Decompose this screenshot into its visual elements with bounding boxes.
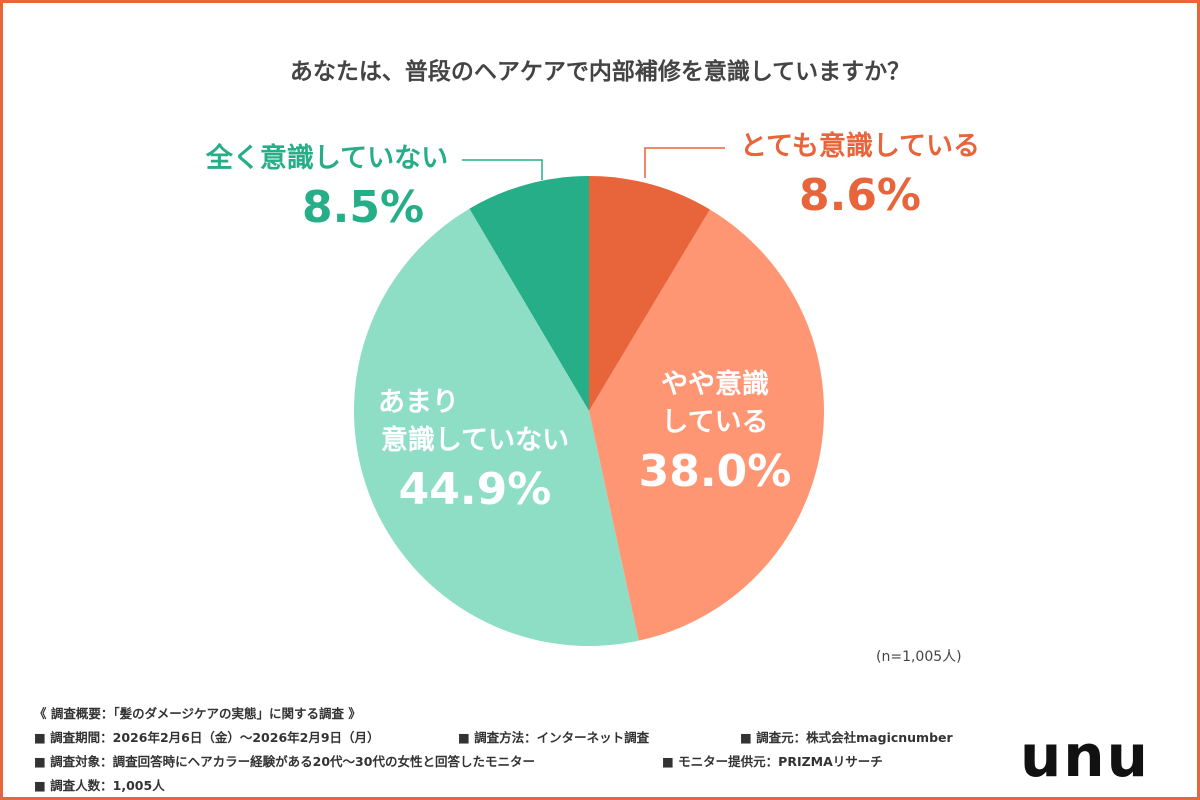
- slice-value: 8.5%: [302, 182, 425, 233]
- label-somewhat-conscious: やや意識 している 38.0%: [630, 366, 800, 502]
- leader-line-very-conscious: [644, 147, 725, 178]
- pie-slice-2: [354, 208, 639, 646]
- slice-label: とても意識している: [739, 131, 981, 162]
- label-very-conscious: とても意識している 8.6%: [730, 128, 990, 226]
- summary-heading: 《 調査概要：「髪のダメージケアの実態」に関する調査 》: [34, 706, 361, 721]
- slice-value: 38.0%: [638, 446, 792, 497]
- chart-title: あなたは、普段のヘアケアで内部補修を意識していますか？: [289, 59, 911, 85]
- sample-size-note: (n=1,005人): [876, 649, 962, 665]
- unu-logo: unu: [1020, 722, 1150, 790]
- slice-label: やや意識: [661, 369, 769, 400]
- slice-label: あまり: [378, 387, 459, 418]
- pie-slice-0: [589, 176, 710, 411]
- survey-source: ■ 調査元：株式会社magicnumber: [740, 730, 953, 745]
- survey-summary: 《 調査概要：「髪のダメージケアの実態」に関する調査 》 ■ 調査期間：2026…: [34, 702, 953, 798]
- label-not-very: あまり 意識していない 44.9%: [360, 384, 590, 520]
- leader-line-not-at-all: [462, 159, 543, 180]
- slice-value: 44.9%: [398, 464, 552, 515]
- survey-provider: ■ モニター提供元：PRIZMAリサーチ: [662, 754, 883, 769]
- slice-value: 8.6%: [798, 170, 922, 221]
- survey-count: ■ 調査人数：1,005人: [34, 778, 165, 793]
- survey-period: ■ 調査期間：2026年2月6日（金）～2026年2月9日（月）: [34, 730, 380, 745]
- slice-label: 意識していない: [380, 425, 570, 456]
- survey-target: ■ 調査対象：調査回答時にヘアカラー経験がある20代～30代の女性と回答したモニ…: [34, 754, 535, 769]
- slice-label: している: [661, 407, 769, 438]
- survey-method: ■ 調査方法：インターネット調査: [458, 730, 650, 745]
- pie-slice-3: [469, 176, 589, 411]
- pie-slice-1: [589, 209, 825, 641]
- slice-label: 全く意識していない: [205, 143, 449, 174]
- label-not-at-all: 全く意識していない 8.5%: [192, 140, 462, 238]
